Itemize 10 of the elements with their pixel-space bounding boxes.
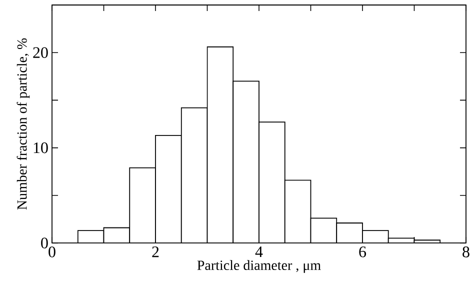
y-tick-label: 20 — [33, 47, 48, 58]
x-tick-label: 0 — [48, 246, 56, 258]
y-tick-label: 10 — [34, 142, 48, 154]
x-tick-label: 6 — [359, 246, 366, 258]
y-axis-title: Number fraction of particle, % — [16, 38, 30, 210]
y-tick-label: 0 — [41, 238, 48, 248]
x-tick-label: 8 — [462, 246, 470, 258]
x-tick-label: 4 — [255, 246, 263, 258]
x-tick-label: 2 — [152, 246, 159, 258]
x-axis-title: Particle diameter , μm — [197, 260, 321, 273]
